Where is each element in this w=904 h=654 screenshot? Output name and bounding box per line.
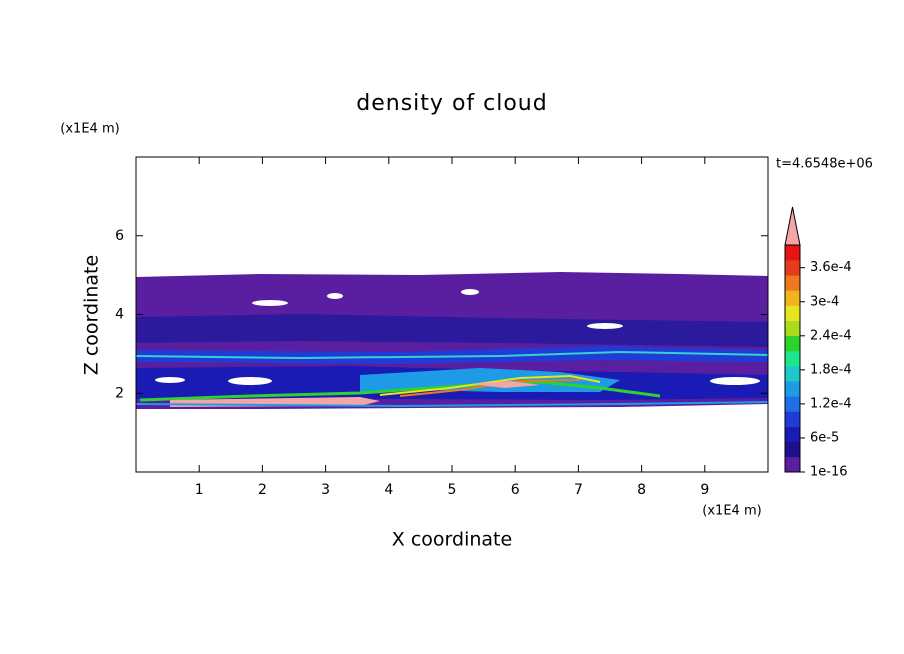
field-region (470, 381, 540, 388)
colorbar-tick-label: 1.8e-4 (810, 362, 852, 377)
contour-field (135, 272, 769, 409)
field-gap (327, 293, 343, 299)
colorbar-band (785, 245, 800, 261)
x-tick-label: 5 (448, 482, 457, 498)
colorbar-tick-label: 1e-16 (810, 465, 848, 480)
field-gap (587, 323, 623, 329)
colorbar-band (785, 366, 800, 382)
field-gap (155, 377, 185, 383)
colorbar-extension (784, 206, 801, 246)
colorbar-tick-label: 6e-5 (810, 430, 839, 445)
colorbar-band (785, 411, 800, 427)
y-tick-label: 6 (115, 228, 124, 244)
colorbar-frame (784, 244, 801, 473)
field-line (135, 401, 769, 408)
field-gap (710, 377, 760, 385)
chart-title: density of cloud (356, 91, 547, 116)
colorbar-band (785, 441, 800, 458)
colorbar-band (785, 335, 800, 352)
colorbar-band (785, 290, 800, 306)
x-tick-label: 2 (258, 482, 267, 498)
colorbar-tick-label: 1.2e-4 (810, 396, 852, 411)
x-unit: (x1E4 m) (702, 504, 761, 519)
colorbar-band (785, 396, 800, 412)
colorbar-band (785, 426, 800, 443)
colorbar-band (785, 381, 800, 397)
x-tick-label: 4 (384, 482, 393, 498)
x-tick-label: 1 (195, 482, 204, 498)
colorbar-tick-label: 3.6e-4 (810, 260, 852, 275)
colorbar-band (785, 456, 800, 473)
time-annotation: t=4.6548e+06 (776, 157, 873, 172)
colorbar-band (785, 350, 800, 367)
field-region (136, 346, 768, 364)
field-line (379, 374, 601, 396)
y-unit: (x1E4 m) (60, 122, 119, 137)
field-gap (252, 300, 288, 306)
colorbar-band (785, 275, 800, 291)
x-tick-label: 6 (511, 482, 520, 498)
field-region (136, 314, 768, 347)
colorbar-tick-label: 2.4e-4 (810, 328, 852, 343)
field-gap (461, 289, 479, 295)
field-gap (228, 377, 272, 385)
x-tick-label: 9 (700, 482, 709, 498)
y-axis-label: Z coordinate (81, 255, 103, 375)
colorbar-band (785, 260, 800, 276)
x-tick-label: 3 (321, 482, 330, 498)
x-tick-label: 7 (574, 482, 583, 498)
x-axis-label: X coordinate (392, 529, 512, 551)
y-tick-label: 4 (115, 307, 124, 323)
field-line (135, 350, 769, 360)
colorbar-band (785, 305, 800, 321)
x-tick-label: 8 (637, 482, 646, 498)
y-tick-label: 2 (115, 385, 124, 401)
colorbar-band (785, 320, 800, 337)
field-region (360, 368, 620, 392)
colorbar-tick-label: 3e-4 (810, 294, 839, 309)
